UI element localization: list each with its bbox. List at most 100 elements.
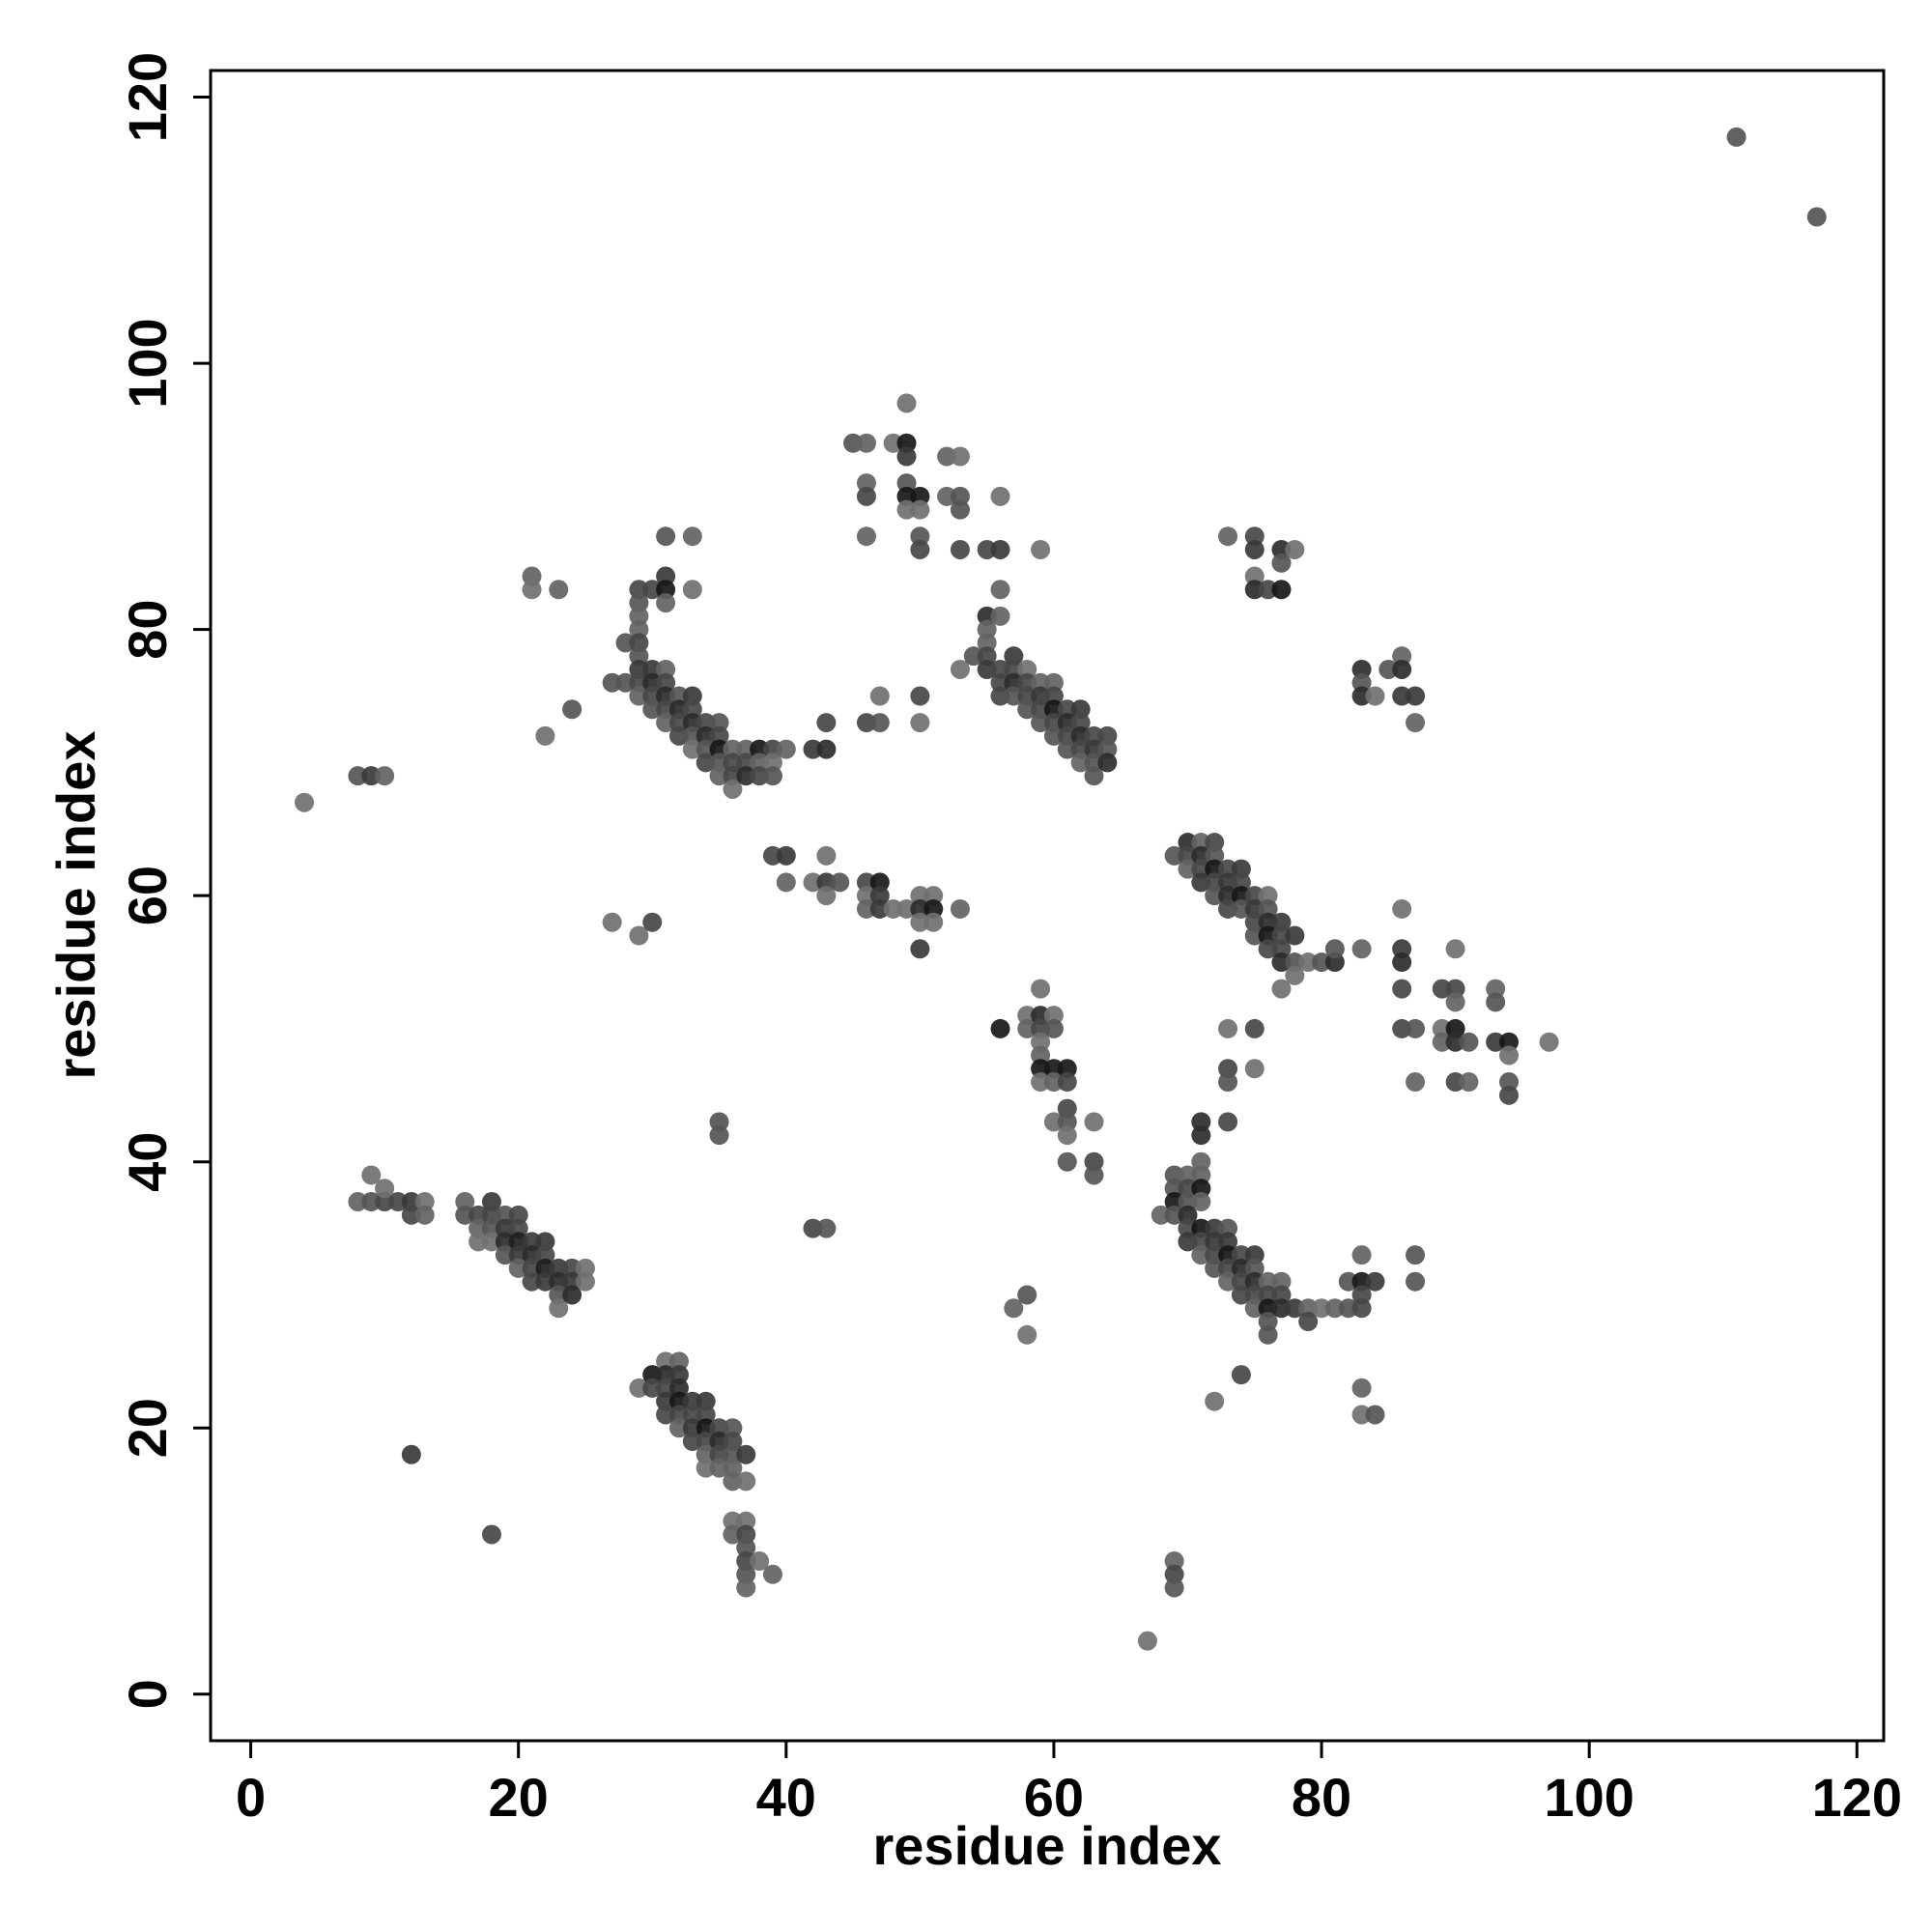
data-point (1312, 952, 1332, 973)
data-point (1244, 566, 1264, 586)
data-point (990, 659, 1010, 679)
data-point (977, 646, 997, 667)
data-point (1539, 1032, 1559, 1052)
y-tick-label: 80 (117, 599, 178, 659)
data-point (668, 1365, 689, 1385)
data-point (723, 1471, 743, 1492)
x-tick-label: 100 (1544, 1767, 1634, 1828)
data-point (736, 1538, 756, 1558)
data-point (495, 1232, 515, 1252)
data-point (656, 686, 676, 706)
data-point (910, 526, 930, 547)
data-point (762, 845, 782, 866)
data-point (656, 526, 676, 547)
data-point (750, 753, 770, 773)
data-point (1218, 1218, 1238, 1238)
data-point (602, 672, 622, 693)
data-point (1324, 939, 1345, 959)
data-point (923, 886, 944, 906)
data-point (1178, 1232, 1198, 1252)
data-point (361, 1192, 382, 1212)
data-point (1258, 1312, 1278, 1332)
data-point (1445, 1032, 1465, 1052)
data-point (896, 393, 917, 413)
data-point (1191, 859, 1211, 879)
data-point (401, 1192, 421, 1212)
data-point (736, 766, 756, 786)
data-point (736, 1577, 756, 1598)
data-point (508, 1258, 528, 1278)
data-point (736, 1551, 756, 1572)
data-point (682, 699, 702, 720)
data-point (1231, 872, 1251, 893)
data-point (1057, 725, 1077, 746)
data-point (1017, 659, 1037, 679)
data-point (1406, 1245, 1426, 1265)
data-point (1351, 1271, 1372, 1292)
data-point (668, 1405, 689, 1425)
data-point (1271, 939, 1292, 959)
data-point (1031, 686, 1051, 706)
data-point (1218, 898, 1238, 919)
data-point (1231, 859, 1251, 879)
data-point (856, 486, 876, 506)
data-point (910, 486, 930, 506)
data-point (736, 1471, 756, 1492)
data-point (1271, 979, 1292, 999)
data-point (910, 898, 930, 919)
data-point (455, 1205, 475, 1225)
data-point (682, 739, 702, 759)
data-point (723, 779, 743, 799)
data-point (1499, 1072, 1520, 1093)
data-point (1191, 1179, 1211, 1199)
data-point (1244, 1245, 1264, 1265)
x-tick-label: 20 (489, 1767, 549, 1828)
data-point (1406, 1072, 1426, 1093)
data-point (1298, 952, 1319, 973)
data-point (1244, 925, 1264, 946)
y-axis: 0 20 40 60 80 100 120 (117, 52, 213, 1709)
data-point (1084, 1112, 1104, 1132)
data-point (1151, 1205, 1171, 1225)
data-point (682, 1432, 702, 1452)
data-point (1017, 686, 1037, 706)
data-point (1365, 1405, 1385, 1425)
data-point (736, 1524, 756, 1545)
data-point (750, 1551, 770, 1572)
data-point (856, 713, 876, 733)
data-point (1205, 872, 1225, 893)
data-point (816, 1218, 837, 1238)
data-point (1258, 939, 1278, 959)
data-point (1043, 1018, 1064, 1038)
data-point (549, 1271, 569, 1292)
data-point (1271, 925, 1292, 946)
data-point (1070, 699, 1091, 720)
data-point (910, 939, 930, 959)
data-point (1097, 725, 1118, 746)
data-point (1205, 1245, 1225, 1265)
data-point (522, 566, 542, 586)
data-point (642, 1378, 663, 1398)
data-point (950, 486, 970, 506)
data-point (1191, 1232, 1211, 1252)
data-point (1218, 1271, 1238, 1292)
data-point (1031, 1006, 1051, 1026)
data-point (1324, 1298, 1345, 1319)
data-point (1218, 859, 1238, 879)
y-tick-label: 60 (117, 866, 178, 925)
data-point (1258, 898, 1278, 919)
data-point (1191, 1165, 1211, 1185)
data-point (816, 886, 837, 906)
data-point (696, 1418, 716, 1438)
data-point (1258, 925, 1278, 946)
data-point (696, 725, 716, 746)
data-point (1057, 739, 1077, 759)
data-point (736, 753, 756, 773)
data-point (549, 1285, 569, 1305)
data-point (1205, 886, 1225, 906)
data-point (816, 713, 837, 733)
data-point (1017, 1285, 1037, 1305)
data-point (1191, 845, 1211, 866)
data-point (1031, 539, 1051, 559)
